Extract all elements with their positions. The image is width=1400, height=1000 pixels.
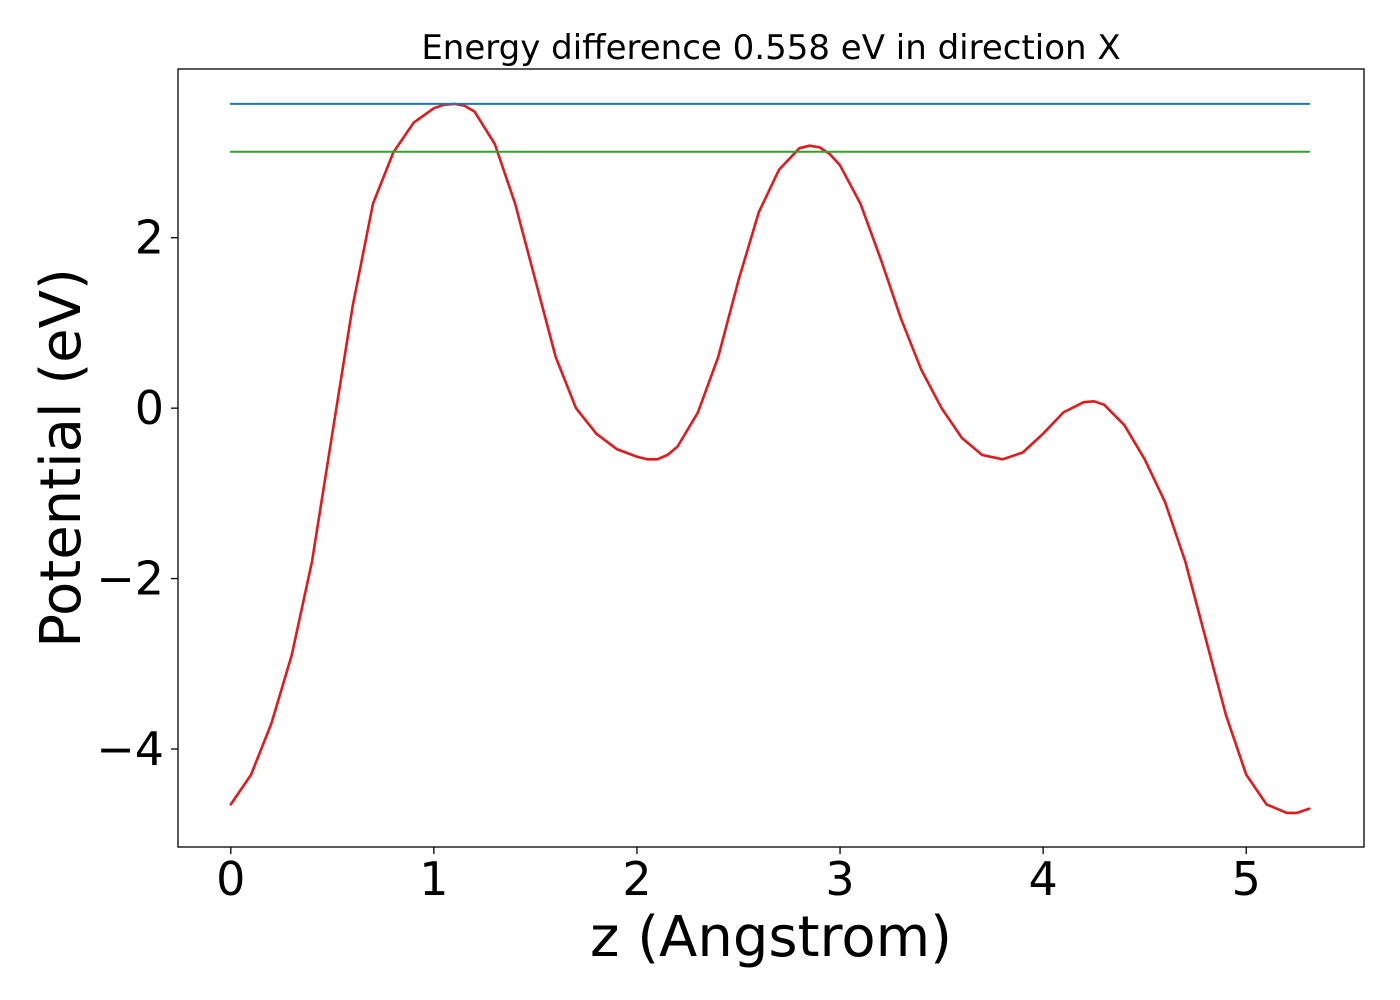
y-tick-label: −4	[96, 722, 164, 776]
y-tick-label: −2	[96, 552, 164, 606]
y-axis: −4 −2 0 2	[96, 211, 178, 776]
series-layer	[229, 102, 1311, 815]
x-axis-label: z (Angstrom)	[590, 905, 952, 970]
x-tick-label: 5	[1232, 852, 1261, 906]
chart-title: Energy difference 0.558 eV in direction …	[421, 28, 1120, 68]
x-tick-label: 1	[419, 852, 448, 906]
x-tick-label: 2	[622, 852, 651, 906]
y-axis-label: Potential (eV)	[29, 268, 94, 648]
x-tick-label: 0	[216, 852, 245, 906]
axes-frame	[177, 68, 1365, 848]
x-tick-label: 3	[825, 852, 854, 906]
y-tick-label: 2	[135, 211, 164, 265]
y-tick-label: 0	[135, 381, 164, 435]
x-tick-label: 4	[1028, 852, 1057, 906]
potential-curve	[229, 102, 1311, 815]
x-axis: 0 1 2 3 4 5	[216, 847, 1261, 906]
